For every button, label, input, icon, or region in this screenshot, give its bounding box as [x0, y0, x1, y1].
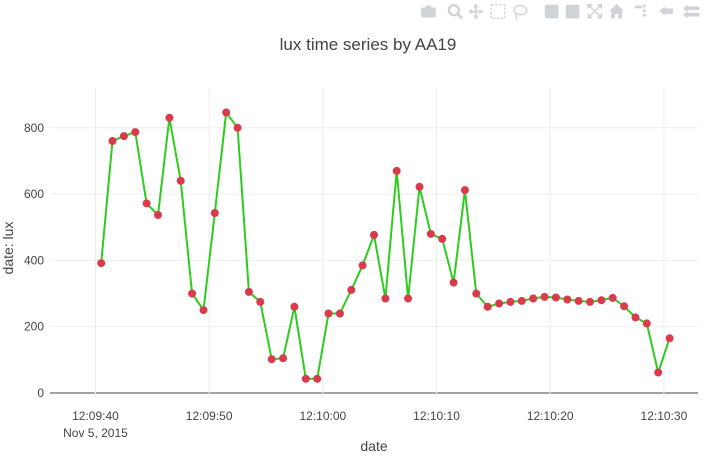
data-point[interactable] [426, 229, 435, 238]
grid-lines [50, 88, 698, 398]
data-point[interactable] [620, 302, 629, 311]
data-point[interactable] [358, 261, 367, 270]
pan-icon[interactable] [468, 3, 484, 20]
zoom-icon[interactable] [447, 4, 464, 20]
data-point[interactable] [574, 296, 583, 305]
data-point[interactable] [495, 299, 504, 308]
data-point[interactable] [529, 294, 538, 303]
data-point[interactable] [131, 128, 140, 137]
zoom-in-icon[interactable] [544, 4, 559, 19]
camera-icon[interactable] [421, 5, 436, 18]
x-tick-label: 12:10:30 [641, 409, 688, 423]
data-point[interactable] [415, 182, 424, 191]
data-point[interactable] [188, 289, 197, 298]
data-point[interactable] [460, 186, 469, 195]
data-point[interactable] [551, 293, 560, 302]
data-point[interactable] [631, 313, 640, 322]
data-point[interactable] [119, 132, 128, 141]
data-point[interactable] [279, 354, 288, 363]
y-tick-label: 800 [24, 121, 44, 135]
data-point[interactable] [665, 334, 674, 343]
data-point[interactable] [335, 309, 344, 318]
data-point[interactable] [517, 296, 526, 305]
data-point[interactable] [370, 230, 378, 239]
data-point[interactable] [540, 292, 549, 301]
data-point[interactable] [324, 309, 333, 318]
box-select-icon[interactable] [490, 3, 506, 20]
data-point[interactable] [392, 166, 401, 175]
data-point[interactable] [404, 294, 413, 303]
modebar [421, 3, 700, 20]
x-tick-label: 12:10:00 [299, 409, 346, 423]
data-point[interactable] [301, 374, 310, 383]
x-tick-label: 12:10:20 [527, 409, 574, 423]
data-point[interactable] [347, 285, 356, 294]
data-point[interactable] [313, 374, 322, 383]
data-point[interactable] [438, 234, 447, 243]
data-point[interactable] [165, 113, 174, 122]
data-point[interactable] [642, 319, 651, 328]
data-point[interactable] [256, 297, 265, 306]
data-point[interactable] [472, 289, 481, 298]
data-point[interactable] [654, 368, 663, 377]
data-point[interactable] [267, 355, 276, 364]
data-point[interactable] [597, 296, 606, 305]
y-tick-label: 0 [37, 386, 44, 400]
data-point[interactable] [586, 297, 594, 306]
y-axis-title: date: lux [0, 222, 16, 275]
data-point[interactable] [142, 199, 151, 208]
data-point[interactable] [176, 176, 185, 185]
x-tick-label: 12:09:50 [186, 409, 233, 423]
data-point[interactable] [290, 302, 299, 311]
axes: 0 200 400 600 800 12:09:40 Nov 5, 2015 12:09:50… [24, 121, 688, 440]
x-tick-sublabel: Nov 5, 2015 [63, 426, 128, 440]
data-point[interactable] [210, 209, 219, 217]
data-point[interactable] [608, 293, 617, 302]
lasso-select-icon[interactable] [513, 4, 528, 20]
data-point[interactable] [483, 302, 492, 311]
autoscale-icon[interactable] [587, 3, 603, 19]
hover-compare-icon[interactable] [683, 4, 700, 19]
chart-title: lux time series by AA19 [280, 35, 457, 54]
spike-lines-icon[interactable] [634, 4, 646, 17]
data-point[interactable] [233, 123, 242, 132]
hover-closest-icon[interactable] [659, 6, 673, 16]
data-point[interactable] [222, 108, 231, 117]
data-point[interactable] [381, 294, 390, 303]
y-tick-label: 600 [24, 187, 44, 201]
data-point[interactable] [244, 287, 253, 296]
data-point[interactable] [449, 278, 458, 287]
data-point[interactable] [154, 211, 162, 219]
x-axis-title: date [360, 438, 387, 454]
x-tick-label: 12:09:40 [72, 409, 119, 423]
data-point[interactable] [108, 137, 117, 145]
y-tick-label: 200 [24, 320, 44, 334]
data-point[interactable] [563, 295, 572, 304]
y-tick-label: 400 [24, 253, 44, 267]
data-point[interactable] [97, 259, 106, 268]
x-tick-label: 12:10:10 [413, 409, 460, 423]
data-point[interactable] [199, 306, 208, 315]
data-point[interactable] [506, 297, 515, 306]
data-series [97, 108, 674, 383]
reset-axes-icon[interactable] [609, 3, 624, 19]
zoom-out-icon[interactable] [565, 4, 580, 19]
